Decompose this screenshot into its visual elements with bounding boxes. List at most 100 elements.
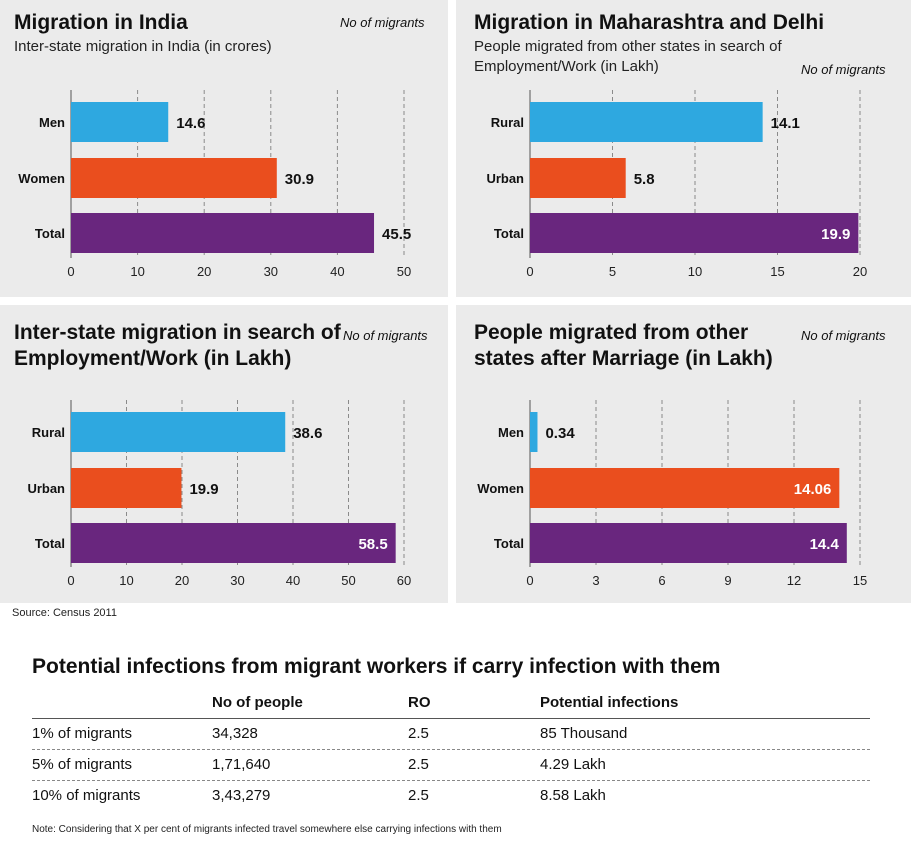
x-tick-label: 50 [397, 264, 411, 279]
table-cell: 2.5 [408, 787, 429, 804]
table-cell: 5% of migrants [32, 756, 133, 773]
data-label: 45.5 [382, 226, 411, 243]
chart-note: No of migrants [343, 328, 428, 343]
x-tick-label: 0 [526, 264, 533, 279]
chart-panel-migration-india: Migration in India Inter-state migration… [0, 0, 448, 297]
x-tick-label: 10 [119, 573, 133, 588]
bar [530, 523, 847, 563]
category-label: Men [498, 425, 524, 440]
table-row: 1% of migrants 34,328 2.5 85 Thousand [32, 719, 870, 750]
x-tick-label: 50 [341, 573, 355, 588]
data-label: 5.8 [634, 171, 655, 188]
category-label: Total [35, 226, 65, 241]
chart-title: Migration in India [14, 11, 188, 34]
data-label: 14.6 [176, 115, 205, 132]
infection-table: No of people RO Potential infections 1% … [32, 688, 870, 811]
data-label: 19.9 [821, 226, 850, 243]
table-cell: 2.5 [408, 756, 429, 773]
table-cell: 10% of migrants [32, 787, 141, 804]
x-tick-label: 30 [264, 264, 278, 279]
x-tick-label: 40 [330, 264, 344, 279]
chart-employment-migration: 0 10 20 30 40 50 60 Rural 38.6 Urban 19.9 Total 58.5 [27, 400, 411, 588]
bar [530, 468, 840, 508]
x-tick-label: 30 [230, 573, 244, 588]
bar [530, 213, 859, 253]
category-label: Urban [27, 481, 65, 496]
x-tick-label: 10 [130, 264, 144, 279]
source-note: Source: Census 2011 [12, 607, 117, 619]
table-cell: 3,43,279 [212, 787, 271, 804]
chart-panel-employment-migration: Inter-state migration in search of Emplo… [0, 305, 448, 603]
chart-subtitle: Inter-state migration in India (in crore… [14, 38, 272, 55]
chart-note: No of migrants [340, 15, 425, 30]
x-tick-label: 0 [526, 573, 533, 588]
x-tick-label: 3 [592, 573, 599, 588]
category-label: Urban [486, 171, 524, 186]
category-label: Rural [491, 115, 524, 130]
chart-migration-india: 0 10 20 30 40 50 Men 14.6 Women 30.9 Total 45.5 [18, 90, 411, 279]
x-tick-label: 40 [286, 573, 300, 588]
chart-title: Inter-state migration in search of Emplo… [14, 321, 341, 370]
data-label: 14.4 [810, 536, 840, 553]
table-header-row: No of people RO Potential infections [32, 688, 870, 719]
category-label: Total [35, 536, 65, 551]
table-cell: 2.5 [408, 725, 429, 742]
bar [530, 102, 763, 142]
bar [71, 158, 277, 198]
data-label: 0.34 [545, 425, 575, 442]
chart-title: People migrated from other states after … [474, 321, 773, 370]
table-cell: 8.58 Lakh [540, 787, 606, 804]
table-header-cell: RO [408, 694, 431, 711]
table-cell: 4.29 Lakh [540, 756, 606, 773]
bar [71, 102, 169, 142]
x-tick-label: 60 [397, 573, 411, 588]
table-cell: 34,328 [212, 725, 258, 742]
category-label: Total [494, 226, 524, 241]
data-label: 58.5 [358, 536, 387, 553]
x-tick-label: 9 [724, 573, 731, 588]
table-row: 5% of migrants 1,71,640 2.5 4.29 Lakh [32, 750, 870, 781]
bar [530, 158, 626, 198]
x-tick-label: 5 [609, 264, 616, 279]
table-header-cell: No of people [212, 694, 303, 711]
x-tick-label: 0 [67, 264, 74, 279]
data-label: 14.06 [794, 481, 832, 498]
chart-note: No of migrants [801, 328, 886, 343]
bar [71, 213, 375, 253]
x-tick-label: 20 [197, 264, 211, 279]
chart-maharashtra-delhi: 0 5 10 15 20 Rural 14.1 Urban 5.8 Total 19.9 [486, 90, 867, 279]
x-tick-label: 10 [688, 264, 702, 279]
data-label: 30.9 [285, 171, 314, 188]
table-title: Potential infections from migrant worker… [32, 655, 721, 678]
bar [71, 523, 396, 563]
category-label: Rural [32, 425, 65, 440]
category-label: Women [477, 481, 524, 496]
x-tick-label: 6 [658, 573, 665, 588]
category-label: Men [39, 115, 65, 130]
table-header-cell: Potential infections [540, 694, 679, 711]
bar [71, 468, 182, 508]
chart-panel-maharashtra-delhi: Migration in Maharashtra and Delhi Peopl… [456, 0, 911, 297]
x-tick-label: 15 [770, 264, 784, 279]
data-label: 38.6 [293, 425, 322, 442]
bar [530, 412, 538, 452]
chart-subtitle: People migrated from other states in sea… [474, 38, 782, 75]
chart-title: Migration in Maharashtra and Delhi [474, 11, 825, 34]
x-tick-label: 12 [787, 573, 801, 588]
x-tick-label: 20 [853, 264, 867, 279]
chart-marriage-migration: 0 3 6 9 12 15 Men 0.34 Women 14.06 Total 14.4 [477, 400, 867, 588]
data-label: 19.9 [189, 481, 218, 498]
bar [71, 412, 286, 452]
category-label: Women [18, 171, 65, 186]
chart-note: No of migrants [801, 62, 886, 77]
table-row: 10% of migrants 3,43,279 2.5 8.58 Lakh [32, 781, 870, 811]
category-label: Total [494, 536, 524, 551]
data-label: 14.1 [771, 115, 800, 132]
x-tick-label: 15 [853, 573, 867, 588]
table-cell: 1% of migrants [32, 725, 133, 742]
table-cell: 85 Thousand [540, 725, 628, 742]
footnote: Note: Considering that X per cent of mig… [32, 824, 502, 835]
table-cell: 1,71,640 [212, 756, 271, 773]
x-tick-label: 0 [67, 573, 74, 588]
chart-panel-marriage-migration: People migrated from other states after … [456, 305, 911, 603]
